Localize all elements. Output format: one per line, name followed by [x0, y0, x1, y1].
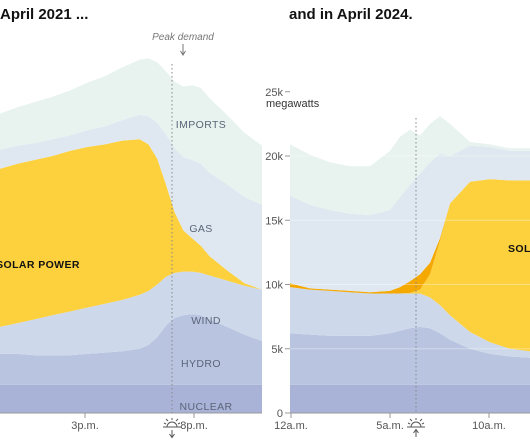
- left-panel-title: April 2021 ...: [0, 6, 89, 23]
- layer-label-hydro: HYDRO: [181, 358, 221, 370]
- y-unit-label: megawatts: [266, 98, 320, 110]
- y-tick-label: 10k: [265, 280, 283, 292]
- layer-label-solar-power: SOLAR POWER: [0, 259, 80, 271]
- left-area-solar-power: [0, 139, 262, 327]
- x-tick-label: 10a.m.: [472, 420, 506, 432]
- sunrise-icon: [407, 418, 425, 437]
- x-tick-label: 12a.m.: [274, 420, 308, 432]
- layer-label-wind: WIND: [191, 315, 221, 327]
- left-area-nuclear: [0, 384, 262, 413]
- y-tick-label: 20k: [265, 151, 283, 163]
- left-area-imports: [0, 58, 262, 205]
- left-area-hydro: [0, 314, 262, 385]
- x-tick-label: 5a.m.: [376, 420, 404, 432]
- y-tick-label: 15k: [265, 215, 283, 227]
- right-area-wind: [290, 287, 530, 358]
- y-tick-label: 5k: [271, 344, 283, 356]
- y-tick-label: 0: [277, 408, 283, 420]
- layer-label-gas: GAS: [189, 223, 212, 235]
- y-tick-label: 25k: [265, 87, 283, 99]
- right-area-nuclear: [290, 384, 530, 413]
- left-panel: [0, 58, 262, 414]
- left-area-gas: [0, 114, 262, 290]
- layer-label-nuclear: NUCLEAR: [180, 401, 233, 413]
- right-area-solar-power: [290, 179, 530, 352]
- layer-label-imports: IMPORTS: [176, 119, 226, 131]
- left-area-wind: [0, 271, 262, 356]
- sunset-icon: [163, 418, 181, 439]
- peak-demand-annotation: Peak demand: [152, 32, 214, 43]
- layer-label-right-solar-power: SOLAR POWER: [508, 243, 530, 255]
- peak-demand-arrowhead: [180, 50, 186, 56]
- right-area-imports: [290, 116, 530, 216]
- right-area-gas: [290, 145, 530, 293]
- x-tick-label: 3p.m.: [71, 420, 99, 432]
- x-tick-label: 8p.m.: [180, 420, 208, 432]
- right-area-hydro: [290, 326, 530, 385]
- right-panel-title: and in April 2024.: [289, 6, 413, 23]
